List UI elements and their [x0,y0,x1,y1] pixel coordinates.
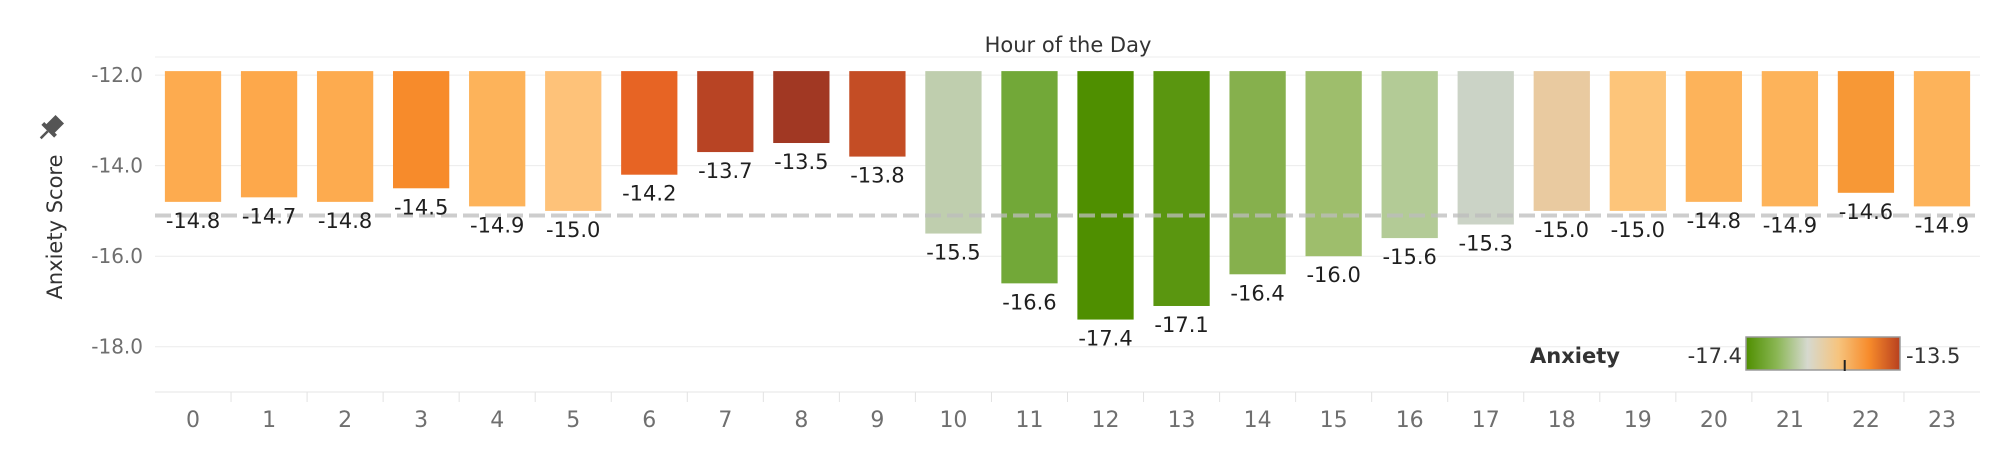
x-tick-label: 0 [186,408,200,433]
x-tick-label: 1 [262,408,276,433]
x-tick-label: 8 [794,408,808,433]
x-tick-label: 5 [566,408,580,433]
bar [545,71,602,211]
bar [469,71,526,207]
data-label: -14.8 [1687,209,1741,233]
chart-title: Hour of the Day [985,33,1152,57]
data-label: -14.8 [166,209,220,233]
bar [316,71,374,202]
bar [1609,71,1666,211]
data-label: -14.9 [1763,213,1817,237]
data-label: -17.4 [1078,327,1132,351]
x-tick-label: 20 [1700,408,1728,433]
data-label: -16.4 [1230,281,1284,305]
data-label: -14.6 [1839,200,1893,224]
data-label: -15.6 [1383,245,1437,269]
bar [393,71,450,189]
data-label: -16.6 [1002,290,1056,314]
y-tick-label: -18.0 [91,335,143,359]
bar [1685,71,1742,202]
legend-title: Anxiety [1530,344,1620,368]
bar [1153,71,1210,306]
data-labels: -14.8 -14.7 -14.8 -14.5 -14.9 -15.0 -14.2 -13.7… [166,150,1969,351]
y-tick-label: -12.0 [91,63,143,87]
bar [697,71,754,153]
bar [773,71,830,144]
data-label: -13.5 [774,150,828,174]
data-label: -13.8 [850,164,904,188]
x-tick-label: 9 [870,408,884,433]
bar [621,71,678,175]
x-tick-label: 15 [1320,408,1348,433]
y-axis-ticks: -12.0 -14.0 -16.0 -18.0 [91,63,143,359]
y-tick-label: -16.0 [91,244,143,268]
x-tick-label: 22 [1852,408,1880,433]
x-tick-label: 13 [1168,408,1196,433]
bar [1381,71,1438,239]
x-tick-label: 17 [1472,408,1500,433]
data-label: -14.5 [394,195,448,219]
x-tick-label: 23 [1928,408,1956,433]
bar [1077,71,1134,320]
data-label: -17.1 [1154,313,1208,337]
color-legend: Anxiety -17.4 -13.5 [1530,336,1960,371]
y-tick-label: -14.0 [91,154,143,178]
y-axis-title: Anxiety Score [43,154,67,299]
legend-min-label: -17.4 [1688,344,1742,368]
x-tick-label: 19 [1624,408,1652,433]
x-tick-label: 14 [1244,408,1272,433]
x-tick-label: 7 [718,408,732,433]
gridlines [155,56,1980,393]
bar [1457,71,1514,225]
x-tick-label: 16 [1396,408,1424,433]
x-tick-label: 3 [414,408,428,433]
bar [164,71,222,202]
legend-gradient-bar [1745,336,1901,371]
data-label: -14.8 [318,209,372,233]
data-label: -16.0 [1306,263,1360,287]
x-tick-label: 6 [642,408,656,433]
data-label: -15.0 [1611,218,1665,242]
x-tick-label: 4 [490,408,504,433]
data-label: -14.9 [470,213,524,237]
x-tick-label: 18 [1548,408,1576,433]
bar [1001,71,1058,284]
x-axis-ticks: 0 1 2 3 4 5 6 7 8 9 10 11 12 13 14 15 16 17 18 19 20 21 22 23 [186,392,1956,433]
x-tick-label: 11 [1015,408,1043,433]
x-tick-label: 12 [1092,408,1120,433]
legend-max-label: -13.5 [1906,344,1960,368]
x-tick-label: 21 [1776,408,1804,433]
data-label: -13.7 [698,159,752,183]
data-label: -15.0 [1535,218,1589,242]
bar [1305,71,1362,257]
bar [240,71,298,198]
bars [164,71,1971,320]
x-tick-label: 10 [939,408,967,433]
bar [1229,71,1286,275]
data-label: -15.0 [546,218,600,242]
bar [1913,71,1971,207]
data-label: -14.2 [622,182,676,206]
data-label: -15.5 [926,241,980,265]
bar [849,71,906,157]
pin-icon[interactable] [34,113,66,145]
data-label: -14.7 [242,204,296,228]
data-label: -15.3 [1459,232,1513,256]
bar [1533,71,1590,211]
bar [1761,71,1819,207]
x-tick-label: 2 [338,408,352,433]
bar [925,71,982,234]
data-label: -14.9 [1915,213,1969,237]
bar [1837,71,1895,193]
